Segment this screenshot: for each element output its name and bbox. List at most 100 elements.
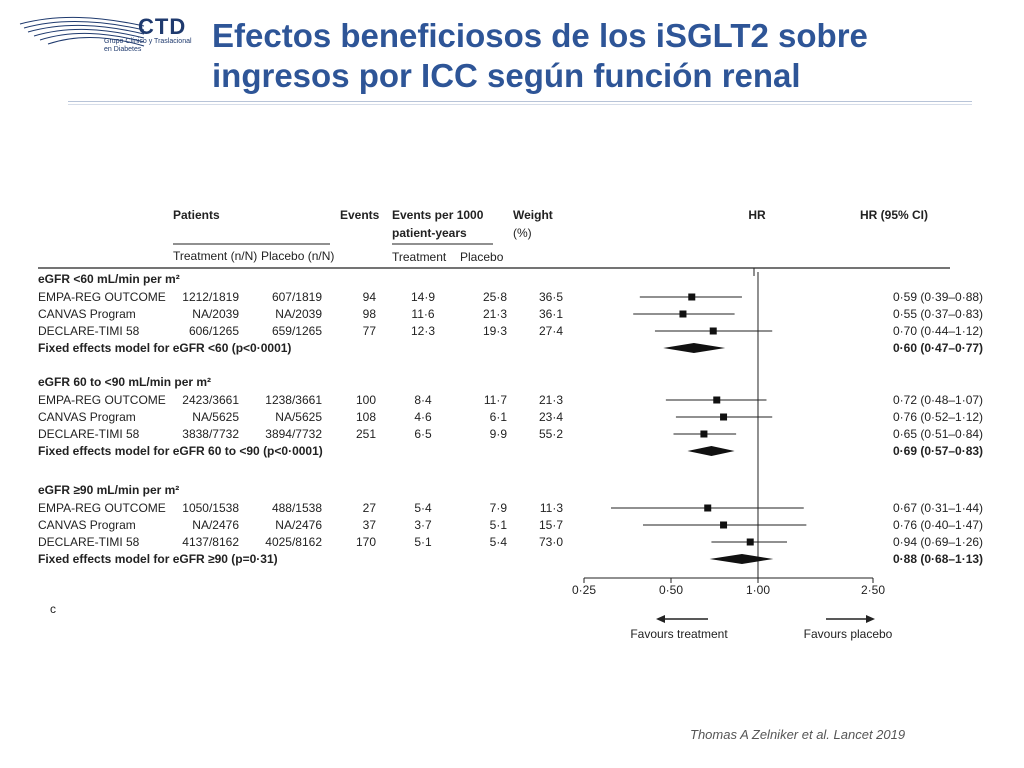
logo-subtitle: Grupo Clínico y Traslacional en Diabetes xyxy=(104,38,224,54)
study-rate-placebo-g2-s3: 9·9 xyxy=(490,427,508,441)
title-divider xyxy=(68,101,972,102)
study-hr-text-g3-s3: 0·94 (0·69–1·26) xyxy=(893,535,983,549)
header-treatment-nn: Treatment (n/N) xyxy=(173,249,257,263)
study-rate-placebo-g3-s3: 5·4 xyxy=(490,535,508,549)
study-treatment-g3-s2: NA/2476 xyxy=(192,518,239,532)
x-tick-label-3: 1·00 xyxy=(746,583,770,597)
fixed-effects-label-g1: Fixed effects model for eGFR <60 (p<0·00… xyxy=(38,341,291,355)
study-placebo-g1-s3: 659/1265 xyxy=(272,324,322,338)
study-rate-treatment-g3-s1: 5·4 xyxy=(414,501,432,515)
study-weight-g3-s3: 73·0 xyxy=(539,535,563,549)
citation: Thomas A Zelniker et al. Lancet 2019 xyxy=(690,727,906,742)
study-rate-placebo-g2-s2: 6·1 xyxy=(490,410,508,424)
study-rate-placebo-g2-s1: 11·7 xyxy=(484,393,507,407)
logo-name: CTD xyxy=(138,14,187,39)
study-rate-treatment-g1-s3: 12·3 xyxy=(411,324,435,338)
header-ep-treatment: Treatment xyxy=(392,250,447,264)
point-estimate-g3-s2 xyxy=(720,521,728,529)
study-weight-g3-s2: 15·7 xyxy=(539,518,563,532)
study-name-g1-s3: DECLARE-TIMI 58 xyxy=(38,324,140,338)
study-treatment-g1-s1: 1212/1819 xyxy=(182,290,239,304)
study-hr-text-g3-s2: 0·76 (0·40–1·47) xyxy=(893,518,983,532)
study-rate-placebo-g1-s1: 25·8 xyxy=(483,290,507,304)
study-hr-text-g3-s1: 0·67 (0·31–1·44) xyxy=(893,501,983,515)
x-tick-label-2: 0·50 xyxy=(659,583,683,597)
point-estimate-g3-s3 xyxy=(746,538,754,546)
study-weight-g1-s3: 27·4 xyxy=(539,324,563,338)
study-rate-placebo-g1-s3: 19·3 xyxy=(483,324,507,338)
header-events-per-1000: Events per 1000 xyxy=(392,208,484,222)
study-hr-text-g2-s3: 0·65 (0·51–0·84) xyxy=(893,427,983,441)
study-name-g3-s1: EMPA-REG OUTCOME xyxy=(38,501,166,515)
study-events-g2-s3: 251 xyxy=(356,427,376,441)
study-placebo-g2-s3: 3894/7732 xyxy=(265,427,322,441)
study-rate-treatment-g2-s2: 4·6 xyxy=(414,410,432,424)
study-rate-treatment-g1-s2: 11·6 xyxy=(411,307,434,321)
header-patients: Patients xyxy=(173,208,220,222)
header-hr-ci: HR (95% CI) xyxy=(860,208,928,222)
study-placebo-g3-s1: 488/1538 xyxy=(272,501,322,515)
study-placebo-g1-s1: 607/1819 xyxy=(272,290,322,304)
study-weight-g2-s1: 21·3 xyxy=(539,393,563,407)
header-weight: Weight xyxy=(513,208,553,222)
study-treatment-g1-s2: NA/2039 xyxy=(192,307,239,321)
header-ep-placebo: Placebo xyxy=(460,250,504,264)
study-events-g1-s2: 98 xyxy=(363,307,377,321)
header-weight-unit: (%) xyxy=(513,226,532,240)
footnote-mark: c xyxy=(50,602,56,616)
study-hr-text-g1-s1: 0·59 (0·39–0·88) xyxy=(893,290,983,304)
study-hr-text-g2-s1: 0·72 (0·48–1·07) xyxy=(893,393,983,407)
x-tick-label-1: 0·25 xyxy=(572,583,596,597)
study-events-g2-s2: 108 xyxy=(356,410,376,424)
forest-plot: Patients Events Events per 1000 patient-yea… xyxy=(38,208,983,641)
study-treatment-g2-s1: 2423/3661 xyxy=(182,393,239,407)
point-estimate-g2-s1 xyxy=(713,396,721,404)
study-weight-g2-s2: 23·4 xyxy=(539,410,563,424)
study-events-g2-s1: 100 xyxy=(356,393,376,407)
point-estimate-g3-s1 xyxy=(704,504,712,512)
study-name-g3-s2: CANVAS Program xyxy=(38,518,136,532)
study-placebo-g2-s1: 1238/3661 xyxy=(265,393,322,407)
study-treatment-g2-s2: NA/5625 xyxy=(192,410,239,424)
study-rate-treatment-g3-s2: 3·7 xyxy=(414,518,432,532)
study-name-g1-s1: EMPA-REG OUTCOME xyxy=(38,290,166,304)
slide-title: Efectos beneficiosos de los iSGLT2 sobre… xyxy=(212,16,972,96)
study-weight-g1-s2: 36·1 xyxy=(539,307,563,321)
logo-wave-icon xyxy=(19,16,145,47)
study-name-g1-s2: CANVAS Program xyxy=(38,307,136,321)
study-placebo-g3-s3: 4025/8162 xyxy=(265,535,322,549)
study-weight-g2-s3: 55·2 xyxy=(539,427,563,441)
logo-subtitle-line1: Grupo Clínico y Traslacional xyxy=(104,38,192,45)
study-events-g3-s3: 170 xyxy=(356,535,376,549)
study-events-g3-s2: 37 xyxy=(363,518,377,532)
favours-treatment-label: Favours treatment xyxy=(630,627,728,641)
study-hr-text-g1-s3: 0·70 (0·44–1·12) xyxy=(893,324,983,338)
study-events-g1-s1: 94 xyxy=(363,290,377,304)
study-name-g2-s3: DECLARE-TIMI 58 xyxy=(38,427,140,441)
study-treatment-g2-s3: 3838/7732 xyxy=(182,427,239,441)
point-estimate-g1-s3 xyxy=(709,327,717,335)
group-label-3: eGFR ≥90 mL/min per m² xyxy=(38,483,179,497)
group-label-2: eGFR 60 to <90 mL/min per m² xyxy=(38,375,211,389)
fixed-effects-label-g2: Fixed effects model for eGFR 60 to <90 (… xyxy=(38,444,323,458)
fixed-effects-diamond-g3 xyxy=(709,554,774,564)
study-placebo-g2-s2: NA/5625 xyxy=(275,410,322,424)
fixed-effects-diamond-g1 xyxy=(663,343,726,353)
study-rate-placebo-g3-s2: 5·1 xyxy=(490,518,508,532)
group-label-1: eGFR <60 mL/min per m² xyxy=(38,272,180,286)
study-rate-placebo-g3-s1: 7·9 xyxy=(490,501,508,515)
study-hr-text-g2-s2: 0·76 (0·52–1·12) xyxy=(893,410,983,424)
point-estimate-g1-s2 xyxy=(679,310,687,318)
study-name-g2-s2: CANVAS Program xyxy=(38,410,136,424)
study-name-g2-s1: EMPA-REG OUTCOME xyxy=(38,393,166,407)
study-rate-placebo-g1-s2: 21·3 xyxy=(483,307,507,321)
point-estimate-g2-s2 xyxy=(720,413,728,421)
fixed-effects-label-g3: Fixed effects model for eGFR ≥90 (p=0·31… xyxy=(38,552,278,566)
ctd-logo xyxy=(18,12,198,56)
header-placebo-nn: Placebo (n/N) xyxy=(261,249,334,263)
fixed-effects-hr-text-g3: 0·88 (0·68–1·13) xyxy=(893,552,983,566)
title-divider-secondary xyxy=(68,104,972,105)
point-estimate-g2-s3 xyxy=(700,430,708,438)
study-weight-g1-s1: 36·5 xyxy=(539,290,563,304)
logo-subtitle-line2: en Diabetes xyxy=(104,46,142,53)
